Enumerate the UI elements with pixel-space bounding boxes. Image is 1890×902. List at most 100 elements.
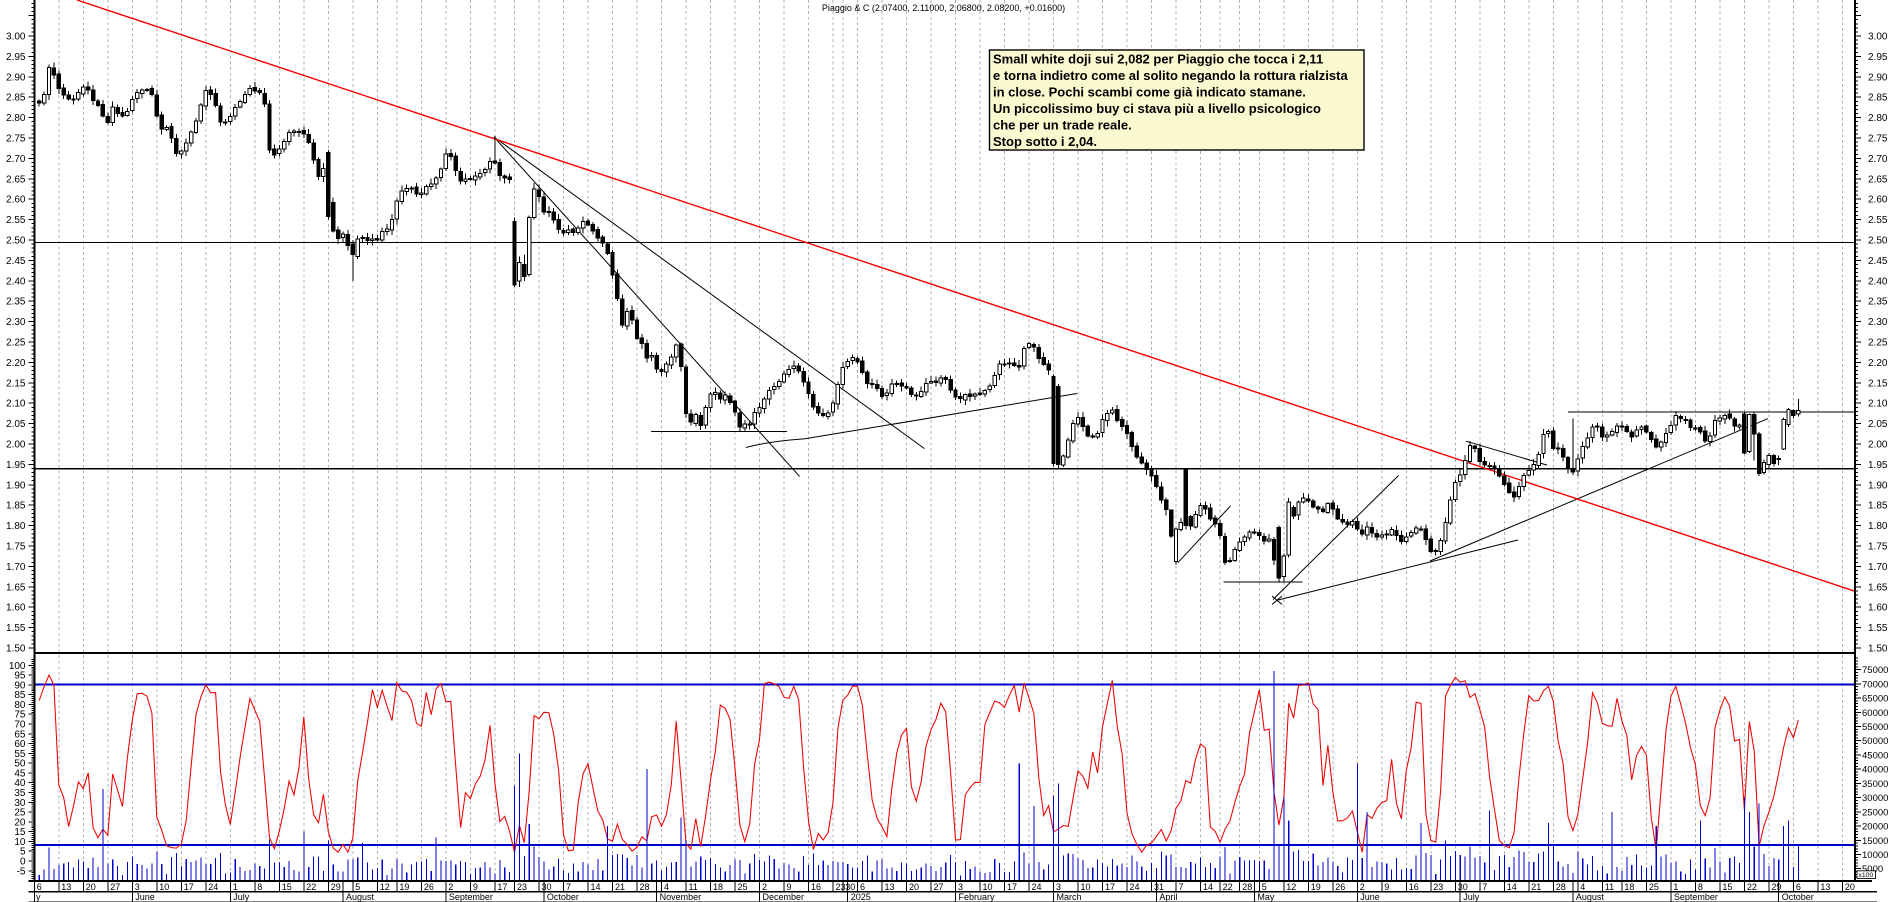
svg-text:19: 19: [399, 882, 409, 892]
svg-text:3: 3: [958, 882, 963, 892]
svg-text:20: 20: [86, 882, 96, 892]
svg-text:30: 30: [1458, 882, 1468, 892]
svg-text:2.25: 2.25: [6, 338, 26, 349]
svg-text:Piaggio & C (2.07400, 2.11000,: Piaggio & C (2.07400, 2.11000, 2.06800, …: [822, 3, 1065, 13]
svg-text:23: 23: [517, 882, 527, 892]
svg-text:11: 11: [689, 882, 698, 892]
svg-text:10000: 10000: [1862, 850, 1888, 861]
svg-text:Stop sotto i 2,04.: Stop sotto i 2,04.: [993, 134, 1097, 149]
svg-text:24: 24: [1032, 882, 1042, 892]
svg-text:2.95: 2.95: [6, 52, 26, 63]
svg-text:2.80: 2.80: [6, 113, 26, 124]
svg-text:28: 28: [1242, 882, 1252, 892]
svg-text:18: 18: [713, 882, 723, 892]
svg-text:1.75: 1.75: [1868, 542, 1888, 553]
svg-text:2.85: 2.85: [1868, 93, 1888, 104]
svg-text:1.50: 1.50: [1868, 644, 1888, 655]
svg-text:2.00: 2.00: [6, 440, 26, 451]
svg-text:2.05: 2.05: [6, 419, 26, 430]
svg-text:14: 14: [1203, 882, 1213, 892]
svg-text:1.95: 1.95: [1868, 460, 1888, 471]
svg-text:25: 25: [1649, 882, 1659, 892]
svg-text:17: 17: [1007, 882, 1017, 892]
svg-text:10: 10: [1081, 882, 1091, 892]
svg-text:95: 95: [14, 671, 26, 682]
svg-text:27: 27: [110, 882, 120, 892]
svg-text:6: 6: [1796, 882, 1801, 892]
svg-text:che per un trade reale.: che per un trade reale.: [993, 118, 1132, 133]
svg-text:1.95: 1.95: [6, 460, 26, 471]
svg-text:65: 65: [14, 729, 26, 740]
svg-text:45: 45: [14, 768, 26, 779]
svg-text:19: 19: [1311, 882, 1321, 892]
svg-text:June: June: [1360, 892, 1380, 902]
svg-text:2.90: 2.90: [6, 72, 26, 83]
svg-text:45000: 45000: [1862, 750, 1888, 761]
svg-text:August: August: [1576, 892, 1605, 902]
svg-text:13: 13: [61, 882, 71, 892]
svg-text:50: 50: [14, 759, 26, 770]
svg-text:2: 2: [762, 882, 767, 892]
svg-text:11: 11: [1605, 882, 1614, 892]
svg-text:2.35: 2.35: [6, 297, 26, 308]
svg-text:7: 7: [1179, 882, 1184, 892]
svg-text:3: 3: [135, 882, 140, 892]
svg-text:1.70: 1.70: [1868, 562, 1888, 573]
svg-text:17: 17: [184, 882, 194, 892]
svg-text:22: 22: [1747, 882, 1757, 892]
svg-text:x100: x100: [1859, 872, 1874, 879]
svg-text:20: 20: [909, 882, 919, 892]
svg-text:65000: 65000: [1862, 694, 1888, 705]
svg-text:2: 2: [448, 882, 453, 892]
svg-text:28: 28: [640, 882, 650, 892]
svg-text:8: 8: [257, 882, 262, 892]
svg-text:1.65: 1.65: [6, 582, 26, 593]
svg-text:2.75: 2.75: [6, 134, 26, 145]
svg-text:14: 14: [591, 882, 601, 892]
svg-text:18: 18: [1624, 882, 1634, 892]
svg-text:35000: 35000: [1862, 779, 1888, 790]
svg-text:30: 30: [845, 882, 855, 892]
svg-text:55000: 55000: [1862, 722, 1888, 733]
svg-text:2.40: 2.40: [1868, 276, 1888, 287]
svg-text:15000: 15000: [1862, 836, 1888, 847]
svg-text:2.55: 2.55: [1868, 215, 1888, 226]
svg-text:July: July: [1463, 892, 1480, 902]
svg-text:12: 12: [1286, 882, 1296, 892]
svg-text:2.80: 2.80: [1868, 113, 1888, 124]
svg-text:4: 4: [664, 882, 669, 892]
svg-text:30000: 30000: [1862, 793, 1888, 804]
svg-text:26: 26: [1335, 882, 1345, 892]
svg-text:15: 15: [282, 882, 292, 892]
svg-text:2.65: 2.65: [1868, 174, 1888, 185]
svg-text:February: February: [959, 892, 996, 902]
svg-text:70000: 70000: [1862, 679, 1888, 690]
svg-text:2.35: 2.35: [1868, 297, 1888, 308]
svg-text:50000: 50000: [1862, 736, 1888, 747]
svg-text:23: 23: [836, 882, 846, 892]
svg-text:1.60: 1.60: [6, 603, 26, 614]
svg-text:1.80: 1.80: [6, 521, 26, 532]
svg-text:10: 10: [14, 837, 26, 848]
svg-text:7: 7: [1482, 882, 1487, 892]
svg-text:3.00: 3.00: [1868, 32, 1888, 43]
svg-text:1.60: 1.60: [1868, 603, 1888, 614]
svg-text:2.25: 2.25: [1868, 338, 1888, 349]
svg-text:60: 60: [14, 739, 26, 750]
svg-text:August: August: [346, 892, 375, 902]
svg-text:Small white doji sui 2,082 per: Small white doji sui 2,082 per Piaggio c…: [993, 52, 1323, 67]
svg-text:35: 35: [14, 788, 26, 799]
svg-text:2.55: 2.55: [6, 215, 26, 226]
svg-text:27: 27: [934, 882, 944, 892]
svg-text:1.55: 1.55: [6, 623, 26, 634]
svg-text:20: 20: [1845, 882, 1855, 892]
svg-text:in close. Pochi scambi come gi: in close. Pochi scambi come già indicato…: [993, 85, 1306, 100]
svg-text:1.90: 1.90: [1868, 480, 1888, 491]
svg-text:16: 16: [1409, 882, 1419, 892]
svg-text:5: 5: [1262, 882, 1267, 892]
svg-text:2.50: 2.50: [1868, 236, 1888, 247]
svg-text:2.20: 2.20: [1868, 358, 1888, 369]
svg-text:December: December: [763, 892, 805, 902]
svg-text:1: 1: [1673, 882, 1678, 892]
svg-text:Un piccolissimo buy ci stava p: Un piccolissimo buy ci stava più a livel…: [993, 101, 1321, 116]
